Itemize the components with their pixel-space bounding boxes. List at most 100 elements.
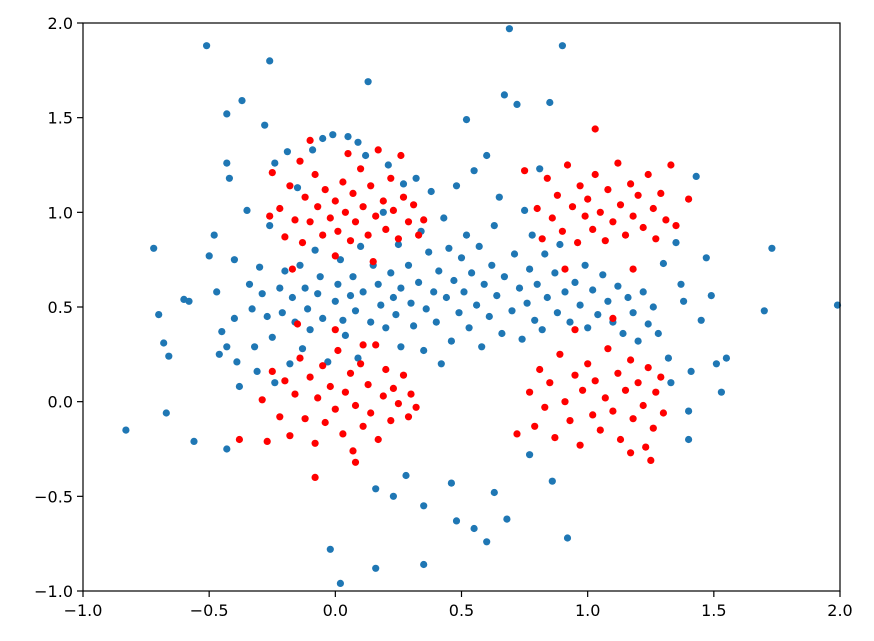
- scatter-point: [420, 502, 428, 510]
- scatter-point: [473, 301, 481, 309]
- scatter-point: [314, 203, 322, 211]
- scatter-point: [576, 441, 584, 449]
- scatter-point: [596, 208, 604, 216]
- scatter-point: [642, 443, 650, 451]
- scatter-point: [218, 328, 226, 336]
- scatter-point: [707, 292, 715, 300]
- scatter-point: [563, 534, 572, 542]
- scatter-point: [533, 280, 541, 288]
- scatter-point: [508, 307, 516, 315]
- scatter-point: [354, 138, 362, 146]
- scatter-point: [685, 435, 693, 444]
- x-tick-label: 1.5: [701, 601, 726, 620]
- scatter-point: [432, 318, 440, 326]
- scatter-point: [399, 193, 408, 201]
- scatter-point: [685, 195, 693, 203]
- scatter-point: [558, 42, 567, 50]
- scatter-point: [372, 564, 380, 572]
- y-tick: 1.0: [48, 203, 83, 222]
- scatter-point: [258, 396, 266, 404]
- scatter-point: [538, 326, 546, 334]
- scatter-point: [329, 131, 337, 139]
- scatter-point: [490, 488, 498, 497]
- scatter-point: [351, 401, 360, 410]
- scatter-point: [359, 341, 367, 349]
- scatter-point: [162, 409, 170, 417]
- scatter-point: [644, 364, 652, 372]
- scatter-point: [399, 371, 408, 379]
- scatter-point: [591, 170, 599, 179]
- y-tick-label: 0.5: [48, 298, 73, 317]
- scatter-point: [649, 303, 657, 311]
- scatter-point: [394, 235, 402, 243]
- y-tick-label: −0.5: [34, 487, 73, 506]
- scatter-point: [331, 326, 339, 334]
- scatter-point: [276, 204, 284, 213]
- scatter-point: [410, 201, 418, 209]
- scatter-point: [546, 98, 554, 107]
- x-tick: −1.0: [64, 591, 102, 620]
- scatter-point: [609, 218, 617, 226]
- scatter-point: [306, 136, 314, 144]
- scatter-point: [563, 161, 572, 169]
- scatter-point: [263, 437, 271, 445]
- scatter-point: [266, 57, 274, 65]
- scatter-point: [387, 269, 395, 277]
- scatter-point: [493, 292, 501, 300]
- scatter-point: [470, 524, 478, 533]
- scatter-point: [407, 299, 415, 307]
- scatter-point: [314, 290, 322, 298]
- scatter-point: [581, 261, 589, 269]
- scatter-point: [235, 382, 243, 391]
- scatter-point: [389, 206, 397, 214]
- scatter-point: [165, 352, 173, 360]
- scatter-point: [478, 343, 486, 351]
- scatter-point: [286, 360, 294, 368]
- y-tick: 0.5: [48, 298, 83, 317]
- scatter-point: [430, 288, 438, 296]
- scatter-point: [251, 343, 259, 351]
- scatter-point: [233, 358, 241, 366]
- scatter-point: [604, 345, 612, 353]
- scatter-point: [621, 386, 630, 394]
- scatter-point: [589, 411, 597, 419]
- scatter-point: [589, 286, 597, 294]
- scatter-point: [551, 434, 559, 442]
- scatter-point: [601, 394, 609, 402]
- scatter-point: [495, 193, 503, 201]
- scatter-point: [644, 170, 652, 179]
- scatter-point: [394, 240, 402, 249]
- scatter-point: [634, 191, 642, 199]
- scatter-point: [553, 191, 562, 199]
- x-tick-label: 2.0: [827, 601, 852, 620]
- scatter-point: [712, 360, 721, 368]
- scatter-point: [536, 365, 544, 374]
- scatter-point: [339, 178, 347, 186]
- scatter-point: [533, 204, 541, 213]
- scatter-point: [687, 367, 695, 375]
- scatter-point: [278, 309, 286, 317]
- scatter-point: [672, 222, 680, 230]
- scatter-point: [614, 369, 622, 377]
- scatter-point: [639, 401, 647, 410]
- scatter-point: [627, 356, 635, 364]
- scatter-point: [513, 430, 521, 438]
- scatter-point: [367, 409, 375, 417]
- scatter-point: [662, 216, 670, 224]
- scatter-point: [566, 417, 574, 425]
- scatter-point: [319, 362, 327, 370]
- x-axis: −1.0 −0.5 0.0 0.5 1.0 1.5 2.0: [64, 591, 853, 620]
- scatter-point: [291, 390, 299, 398]
- scatter-point: [422, 305, 430, 313]
- scatter-point: [571, 326, 579, 334]
- scatter-point: [576, 301, 584, 309]
- scatter-point: [382, 324, 390, 332]
- scatter-point: [717, 388, 726, 396]
- scatter-point: [599, 271, 607, 279]
- scatter-point: [387, 174, 395, 182]
- scatter-point: [319, 134, 327, 143]
- scatter-point: [652, 388, 660, 396]
- scatter-point: [334, 280, 342, 288]
- scatter-point: [579, 386, 587, 394]
